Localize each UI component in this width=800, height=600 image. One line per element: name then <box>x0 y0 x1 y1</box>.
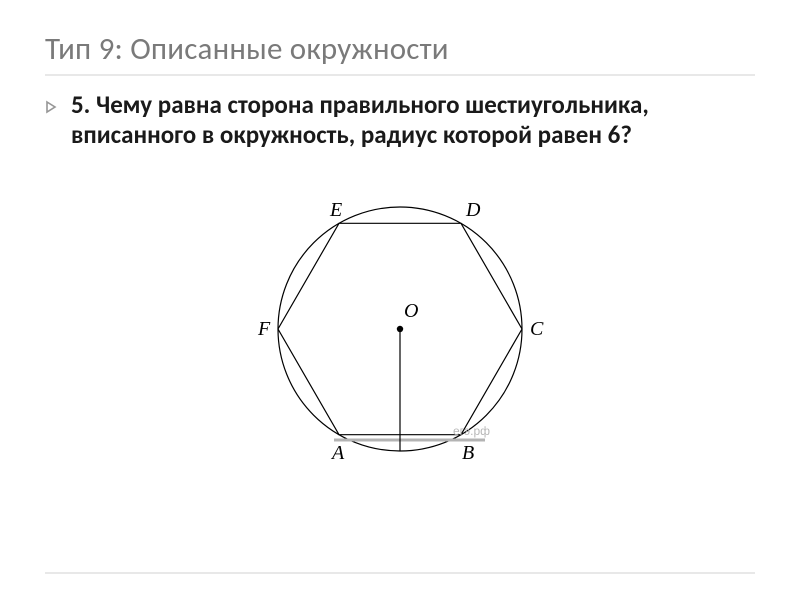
slide: Тип 9: Описанные окружности 5. Чему равн… <box>0 0 800 600</box>
svg-text:C: C <box>530 318 544 340</box>
svg-text:O: O <box>404 300 418 322</box>
svg-text:E: E <box>329 199 342 221</box>
figure-hexagon-in-circle: A B C D E F O егэ.рф <box>240 169 560 474</box>
svg-text:D: D <box>465 199 481 221</box>
svg-text:A: A <box>330 442 345 464</box>
question-row: 5. Чему равна сторона правильного шестиу… <box>45 90 755 149</box>
bullet-icon <box>45 90 61 114</box>
question-text: 5. Чему равна сторона правильного шестиу… <box>71 90 755 149</box>
watermark-text: егэ.рф <box>453 424 490 438</box>
footer-divider <box>45 572 755 574</box>
svg-text:B: B <box>462 442 474 464</box>
svg-text:F: F <box>257 318 271 340</box>
slide-title: Тип 9: Описанные окружности <box>45 30 755 76</box>
